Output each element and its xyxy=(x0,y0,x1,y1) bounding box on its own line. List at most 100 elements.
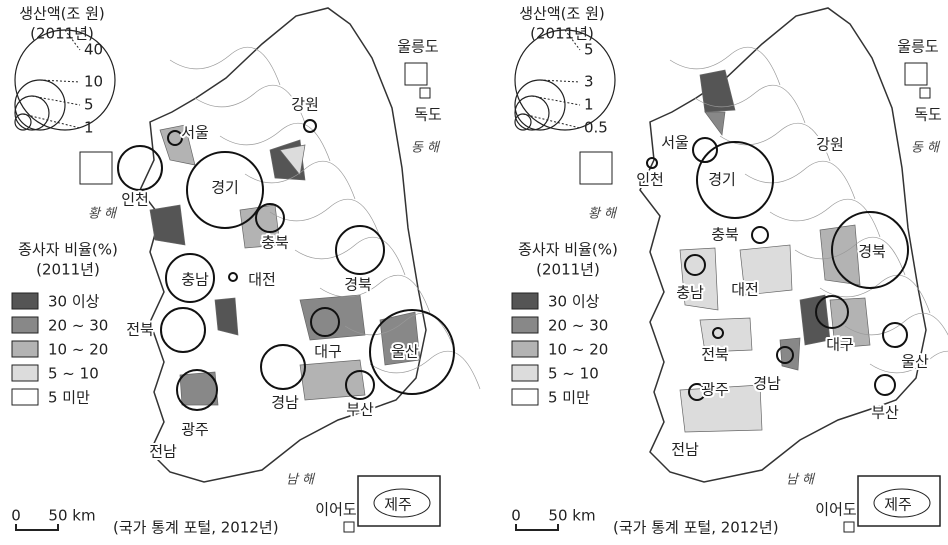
district-shade xyxy=(779,337,801,371)
share-legend-label: 5 미만 xyxy=(48,389,90,407)
district-shade xyxy=(379,311,421,366)
production-circle xyxy=(176,369,218,411)
region-label: 광주 xyxy=(181,421,209,439)
size-legend-leader xyxy=(31,95,81,106)
share-legend-title: 종사자 비율(%) xyxy=(518,241,618,259)
sea-label: 남 해 xyxy=(286,473,316,488)
district-shade xyxy=(299,359,366,401)
size-legend-year: (2011년) xyxy=(530,25,594,43)
region-label: 전남 xyxy=(149,443,177,461)
sea-label: 동 해 xyxy=(911,141,941,156)
region-label: 서울 xyxy=(661,134,689,152)
boundary xyxy=(194,84,306,124)
sea-label: 황 해 xyxy=(88,207,118,222)
region-label: 강원 xyxy=(816,136,844,154)
island-label: 독도 xyxy=(914,106,942,124)
size-legend-value: 1 xyxy=(84,119,94,137)
share-legend-swatch xyxy=(11,340,39,358)
production-circle xyxy=(696,141,774,219)
jeju-label: 제주 xyxy=(384,496,412,514)
size-legend-leader xyxy=(531,95,581,106)
district-shade xyxy=(149,204,186,246)
production-circle xyxy=(712,327,724,339)
district-shade xyxy=(214,297,239,336)
production-circle xyxy=(228,272,238,282)
size-legend-title: 생산액(조 원) xyxy=(19,5,104,23)
region-label: 대구 xyxy=(826,336,854,354)
size-legend-value: 10 xyxy=(84,73,103,91)
region-label: 강원 xyxy=(291,96,319,114)
region-label: 부산 xyxy=(346,401,374,419)
region-label: 충남 xyxy=(181,271,209,289)
boundary xyxy=(719,122,831,162)
size-legend-year: (2011년) xyxy=(30,25,94,43)
sea-label: 동 해 xyxy=(411,141,441,156)
scale-bar xyxy=(515,524,559,531)
boundary xyxy=(269,198,381,238)
size-legend-circle xyxy=(514,79,566,131)
production-circle xyxy=(692,137,718,163)
share-legend-swatch xyxy=(11,364,39,382)
region-label: 전북 xyxy=(126,321,154,339)
district-shade xyxy=(279,144,306,176)
region-label: 광주 xyxy=(701,381,729,399)
share-legend-swatch xyxy=(511,316,539,334)
size-legend-value: 1 xyxy=(584,96,594,114)
region-label: 충남 xyxy=(676,284,704,302)
share-legend-year: (2011년) xyxy=(36,261,100,279)
size-legend-leader xyxy=(39,79,81,83)
ieodo-box xyxy=(343,521,355,533)
production-circle xyxy=(646,157,658,169)
share-legend-swatch xyxy=(511,340,539,358)
island-box xyxy=(419,87,431,99)
size-legend-leader xyxy=(64,29,81,51)
share-legend-label: 30 이상 xyxy=(48,293,100,311)
production-circle xyxy=(776,346,794,364)
boundary xyxy=(844,312,948,336)
production-circle xyxy=(303,119,317,133)
district-shade xyxy=(829,297,871,349)
region-label: 전북 xyxy=(701,346,729,364)
region-label: 경남 xyxy=(271,394,299,412)
size-legend-title: 생산액(조 원) xyxy=(519,5,604,23)
district-shade xyxy=(799,294,831,346)
district-shade xyxy=(679,384,763,433)
size-legend-circle xyxy=(14,95,50,131)
boundary xyxy=(744,160,856,200)
source: (국가 통계 포털, 2012년) xyxy=(113,519,279,537)
scale-zero: 0 xyxy=(511,507,521,525)
production-circle xyxy=(167,130,183,146)
boundary xyxy=(369,350,481,390)
island-box xyxy=(919,87,931,99)
boundary xyxy=(869,350,948,374)
production-circle xyxy=(815,295,849,329)
production-circle xyxy=(335,225,385,275)
share-legend-label: 5 ~ 10 xyxy=(548,365,599,383)
share-legend-label: 5 미만 xyxy=(548,389,590,407)
region-label: 울산 xyxy=(391,343,419,361)
production-circle xyxy=(688,383,706,401)
island-label: 독도 xyxy=(414,106,442,124)
share-legend-swatch xyxy=(511,364,539,382)
region-label: 대전 xyxy=(248,271,276,289)
scale-distance: 50 km xyxy=(48,507,95,525)
scale-zero: 0 xyxy=(11,507,21,525)
production-circle xyxy=(369,309,455,395)
boundary xyxy=(819,274,931,314)
region-label: 대전 xyxy=(731,281,759,299)
production-circle xyxy=(260,344,306,390)
size-legend-leader xyxy=(539,79,581,83)
island-box xyxy=(79,151,113,185)
production-circle xyxy=(117,145,163,191)
region-label: 경북 xyxy=(344,276,372,294)
share-legend-label: 20 ~ 30 xyxy=(548,317,608,335)
region-label: 충북 xyxy=(261,234,289,252)
production-circle xyxy=(751,226,769,244)
scale-bar xyxy=(15,524,59,531)
share-legend-swatch xyxy=(511,388,539,406)
boundary xyxy=(344,312,456,352)
share-legend-swatch xyxy=(11,292,39,310)
boundary xyxy=(694,84,806,124)
